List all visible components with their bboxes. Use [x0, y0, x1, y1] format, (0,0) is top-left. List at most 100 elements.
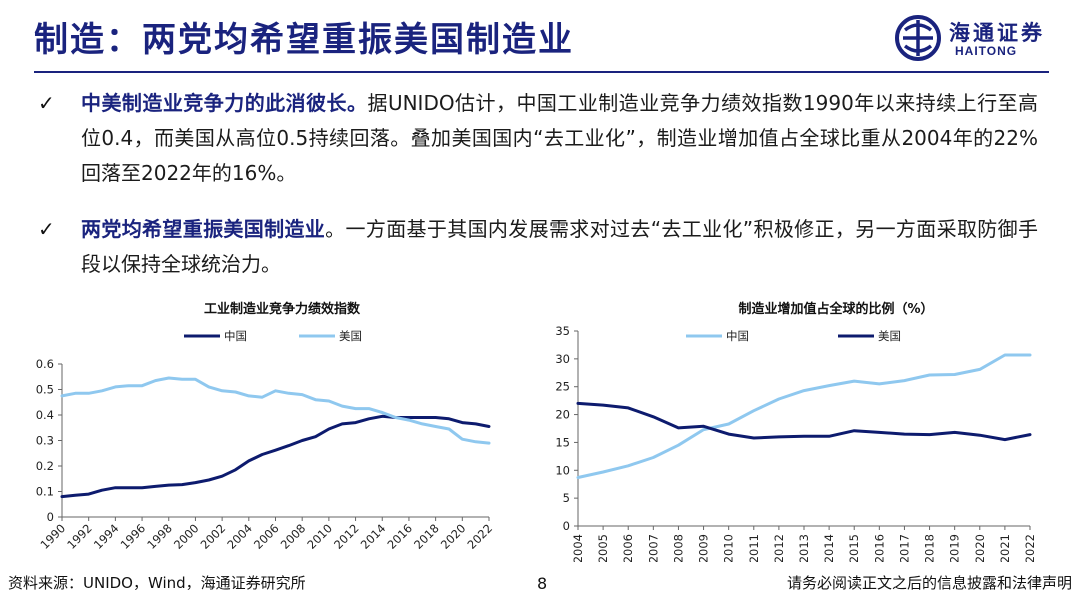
- x-tick-label: 2011: [747, 534, 761, 562]
- data-point: [167, 377, 170, 380]
- y-tick-label: 0.1: [36, 485, 54, 499]
- data-point: [752, 409, 755, 412]
- x-tick-label: 2015: [847, 534, 861, 562]
- bullet-2-lead: 两党均希望重振美国制造业: [81, 217, 326, 241]
- data-point: [652, 456, 655, 459]
- y-tick-label: 15: [555, 435, 570, 449]
- data-point: [434, 416, 437, 419]
- data-point: [341, 405, 344, 408]
- data-point: [627, 464, 630, 467]
- x-tick-label: 2008: [278, 521, 309, 552]
- y-tick-label: 0.6: [36, 357, 54, 371]
- x-tick-label: 1998: [144, 521, 175, 552]
- bullet-2-body: 。一方面基于其国内发展需求对过去“去工业化”积极修正，另一方面采取防御手段以保持…: [81, 217, 1038, 276]
- data-point: [287, 392, 290, 395]
- data-point: [367, 417, 370, 420]
- haitong-logo-icon: [895, 15, 941, 61]
- data-point: [677, 444, 680, 447]
- data-point: [181, 483, 184, 486]
- data-point: [381, 411, 384, 414]
- header-divider: [34, 71, 1049, 73]
- y-tick-label: 30: [555, 352, 570, 366]
- y-tick-label: 25: [555, 380, 570, 394]
- data-point: [828, 384, 831, 387]
- x-tick-label: 2013: [797, 534, 811, 562]
- data-point: [474, 422, 477, 425]
- x-tick-label: 2002: [198, 521, 229, 552]
- data-point: [167, 484, 170, 487]
- legend-label: 中国: [726, 329, 749, 343]
- data-point: [953, 373, 956, 376]
- data-point: [407, 419, 410, 422]
- data-point: [74, 392, 77, 395]
- checkmark-icon: ✓: [38, 217, 55, 241]
- x-tick-label: 2017: [897, 534, 911, 562]
- data-point: [207, 385, 210, 388]
- x-tick-label: 2012: [331, 521, 362, 552]
- series-line-second: [576, 401, 1032, 442]
- x-tick-label: 2014: [822, 534, 836, 562]
- data-point: [327, 428, 330, 431]
- data-point: [461, 421, 464, 424]
- legend-label: 美国: [339, 329, 362, 343]
- bullet-1-text: 中美制造业竞争力的此消彼长。据UNIDO估计，中国工业制造业竞争力绩效指数199…: [81, 86, 1038, 191]
- data-point: [752, 437, 755, 440]
- data-point: [702, 428, 705, 431]
- x-tick-label: 2004: [571, 534, 585, 562]
- x-tick-label: 1994: [91, 521, 122, 552]
- data-point: [234, 391, 237, 394]
- data-point: [207, 479, 210, 482]
- data-point: [114, 486, 117, 489]
- series-line-first: [576, 353, 1032, 479]
- data-point: [878, 382, 881, 385]
- x-tick-label: 2000: [171, 521, 202, 552]
- manufacturing-share-chart: 制造业增加值占全球的比例（%） 0 5 10 15 20 25 30 35 2004 2005 200…: [555, 301, 1037, 562]
- data-point: [421, 416, 424, 419]
- data-point: [301, 393, 304, 396]
- x-tick-label: 1992: [64, 521, 95, 552]
- data-point: [87, 392, 90, 395]
- data-point: [127, 384, 130, 387]
- data-point: [301, 439, 304, 442]
- data-point: [1029, 354, 1032, 357]
- data-point: [853, 429, 856, 432]
- y-tick-label: 0: [563, 519, 570, 533]
- data-point: [803, 389, 806, 392]
- data-point: [114, 385, 117, 388]
- data-point: [101, 389, 104, 392]
- data-point: [1003, 354, 1006, 357]
- bullet-1-lead: 中美制造业竞争力的此消彼长。: [81, 91, 368, 115]
- data-point: [274, 449, 277, 452]
- data-point: [234, 468, 237, 471]
- series-line-first: [60, 414, 491, 499]
- y-tick-label: 0.4: [36, 408, 54, 422]
- data-point: [341, 422, 344, 425]
- x-tick-label: 2016: [384, 521, 415, 552]
- chart-title: 制造业增加值占全球的比例（%）: [738, 301, 933, 317]
- data-point: [314, 398, 317, 401]
- data-point: [247, 394, 250, 397]
- x-tick-label: 2020: [973, 534, 987, 562]
- x-tick-label: 2018: [923, 534, 937, 562]
- data-point: [247, 459, 250, 462]
- data-point: [903, 433, 906, 436]
- data-point: [127, 486, 130, 489]
- data-point: [602, 404, 605, 407]
- data-point: [928, 433, 931, 436]
- data-point: [314, 435, 317, 438]
- data-point: [261, 396, 264, 399]
- page-number: 8: [537, 574, 548, 593]
- data-point: [602, 471, 605, 474]
- data-point: [221, 389, 224, 392]
- data-point: [577, 476, 580, 479]
- chart-title: 工业制造业竞争力绩效指数: [204, 301, 361, 317]
- data-point: [194, 481, 197, 484]
- x-tick-label: 2010: [722, 534, 736, 562]
- data-point: [87, 493, 90, 496]
- data-point: [181, 378, 184, 381]
- data-point: [727, 423, 730, 426]
- bullet-1-body: 据UNIDO估计，中国工业制造业竞争力绩效指数1990年以来持续上行至高位0.4…: [81, 91, 1038, 185]
- bullet-2-text: 两党均希望重振美国制造业。一方面基于其国内发展需求对过去“去工业化”积极修正，另…: [81, 212, 1038, 282]
- data-point: [261, 453, 264, 456]
- x-tick-label: 2020: [438, 521, 469, 552]
